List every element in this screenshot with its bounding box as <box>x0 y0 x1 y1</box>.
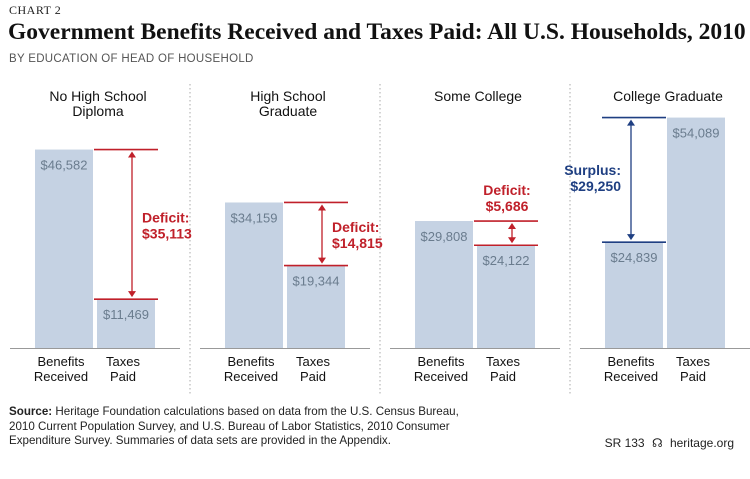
group-title: College Graduate <box>613 88 723 104</box>
category-label-taxes: Taxes <box>676 354 710 369</box>
category-label-taxes: Paid <box>680 369 706 384</box>
category-label-benefits: Benefits <box>608 354 655 369</box>
report-id: SR 133 <box>604 436 645 450</box>
bar-taxes <box>667 117 725 348</box>
value-label-benefits: $29,808 <box>421 229 468 244</box>
category-label-benefits: Received <box>414 369 468 384</box>
value-label-taxes: $24,122 <box>483 253 530 268</box>
difference-value: $5,686 <box>486 198 529 214</box>
value-label-benefits: $46,582 <box>41 158 88 173</box>
value-label-taxes: $11,469 <box>103 307 149 322</box>
group-title: No High School <box>49 88 146 104</box>
category-label-benefits: Received <box>604 369 658 384</box>
chart-title: Government Benefits Received and Taxes P… <box>8 19 746 45</box>
difference-value: $29,250 <box>570 178 621 194</box>
difference-arrow-up <box>508 223 516 230</box>
bar-benefits <box>415 221 473 348</box>
group-title: High School <box>250 88 326 104</box>
chart-number: CHART 2 <box>9 3 62 17</box>
difference-value: $14,815 <box>332 235 383 251</box>
difference-arrow-down <box>508 237 516 244</box>
value-label-benefits: $24,839 <box>611 250 658 265</box>
category-label-taxes: Taxes <box>486 354 520 369</box>
category-label-benefits: Benefits <box>38 354 85 369</box>
bell-icon: ☊ <box>651 436 663 450</box>
bar-benefits <box>225 202 283 348</box>
source-text: Heritage Foundation calculations based o… <box>9 405 459 447</box>
bar-taxes <box>97 299 155 348</box>
category-label-taxes: Paid <box>490 369 516 384</box>
bar-benefits <box>605 242 663 348</box>
difference-arrow-down <box>318 257 326 264</box>
group-title: Some College <box>434 88 522 104</box>
difference-label: Surplus: <box>564 162 621 178</box>
value-label-taxes: $54,089 <box>673 126 720 141</box>
site-name: heritage.org <box>669 436 734 450</box>
bar-taxes <box>287 265 345 348</box>
footer-credit: SR 133 ☊ heritage.org <box>601 436 734 450</box>
source-note: Source: Heritage Foundation calculations… <box>9 405 479 449</box>
difference-arrow-up <box>128 151 136 158</box>
category-label-benefits: Benefits <box>228 354 275 369</box>
category-label-taxes: Paid <box>110 369 136 384</box>
difference-label: Deficit: <box>142 209 189 225</box>
difference-label: Deficit: <box>483 182 530 198</box>
category-label-taxes: Taxes <box>106 354 140 369</box>
difference-label: Deficit: <box>332 219 379 235</box>
value-label-taxes: $19,344 <box>293 274 340 289</box>
source-label: Source: <box>9 405 53 418</box>
group-title: Diploma <box>72 103 124 119</box>
chart-subtitle: BY EDUCATION OF HEAD OF HOUSEHOLD <box>9 53 254 65</box>
difference-arrow-down <box>128 291 136 298</box>
bar-taxes <box>477 245 535 348</box>
difference-arrow-down <box>627 234 635 241</box>
difference-arrow-up <box>318 204 326 211</box>
bar-benefits <box>35 149 93 348</box>
group-title: Graduate <box>259 103 318 119</box>
difference-arrow-up <box>627 119 635 126</box>
category-label-benefits: Received <box>224 369 278 384</box>
category-label-benefits: Benefits <box>418 354 465 369</box>
difference-value: $35,113 <box>142 225 192 241</box>
category-label-benefits: Received <box>34 369 88 384</box>
category-label-taxes: Paid <box>300 369 326 384</box>
value-label-benefits: $34,159 <box>231 210 278 225</box>
category-label-taxes: Taxes <box>296 354 330 369</box>
